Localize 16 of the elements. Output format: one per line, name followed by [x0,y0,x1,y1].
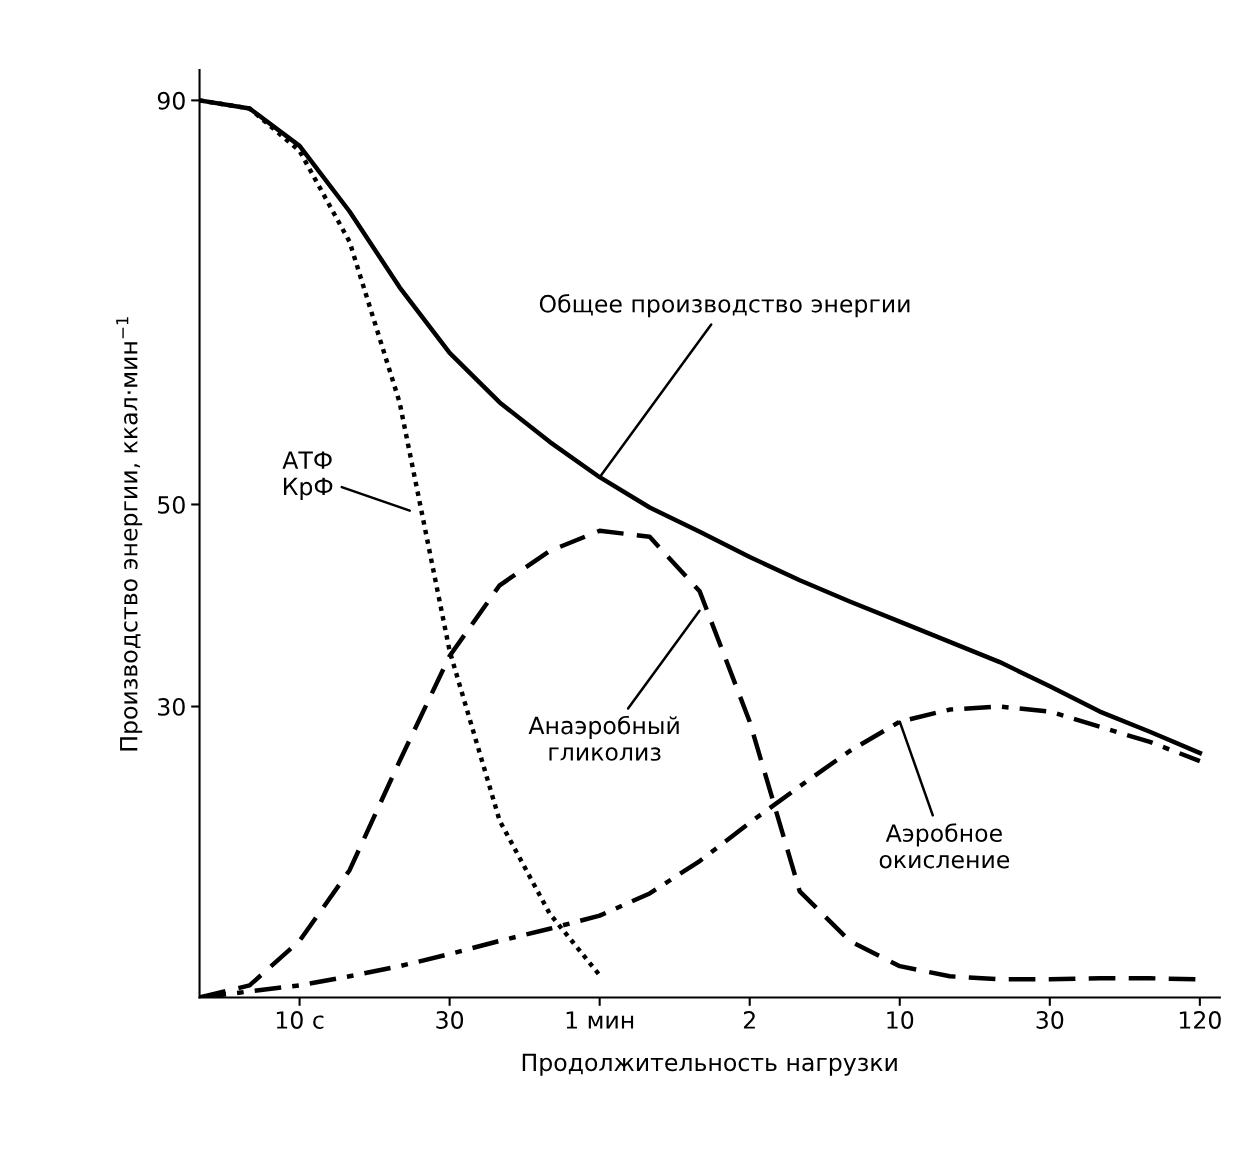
x-tick-label: 10 с [276,1011,324,1029]
x-tick-label: 1 мин [566,1011,634,1029]
x-tick-label: 30 [1036,1011,1064,1029]
y-tick-label: 90 [157,91,185,110]
x-tick-label: 10 [887,1011,914,1029]
annotation: Аэробное окисление [879,823,1010,869]
annotation: АТФ КрФ [282,451,333,500]
x-tick-label: 2 [743,1011,755,1029]
annotation: Анаэробный гликолиз [528,715,679,761]
annotation: Общее производство энергии [539,294,910,318]
x-axis-title: Продолжительность нагрузки [522,1053,897,1076]
y-axis-title: Производство энергии, ккал·мин$^{−1}$ [116,317,143,751]
y-tick-label: 50 [158,495,185,514]
y-tick-label: 30 [158,697,185,716]
x-tick-label: 30 [436,1011,464,1029]
x-tick-label: 120 [1179,1011,1221,1029]
